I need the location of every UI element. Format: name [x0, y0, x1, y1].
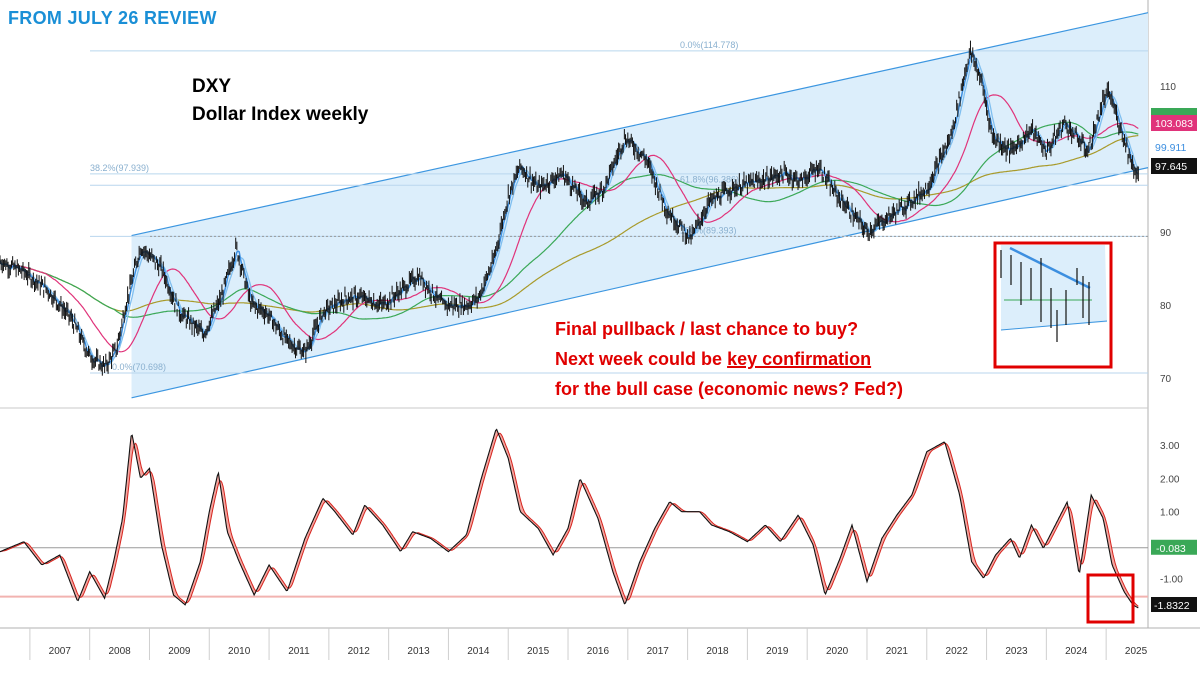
osc-reference-label-box — [1151, 539, 1197, 555]
ma-200-line — [0, 134, 1139, 313]
year-label: 2024 — [1065, 646, 1088, 657]
fib-label: 61.8%(96.386) — [680, 174, 739, 184]
channel-upper-line — [131, 12, 1149, 237]
fib-label: 100%(89.393) — [680, 225, 737, 235]
year-label: 2012 — [348, 646, 371, 657]
year-label: 2010 — [228, 646, 251, 657]
oscillator-labels: -0.083 -1.8322 — [1151, 539, 1197, 612]
fib-label: 38.2%(97.939) — [90, 163, 149, 173]
year-label: 2021 — [886, 646, 909, 657]
year-label: 2022 — [946, 646, 969, 657]
year-label: 2011 — [288, 646, 310, 657]
year-label: 2015 — [527, 646, 550, 657]
year-label: 2016 — [587, 646, 610, 657]
osc-main-line — [0, 428, 1139, 609]
year-label: 2017 — [647, 646, 670, 657]
fibonacci-lines: 0.0%(114.778) 38.2%(97.939) 61.8%(96.386) 1… — [90, 40, 1148, 374]
price-tick-label: 80 — [1160, 301, 1172, 312]
osc-signal-line — [0, 432, 1139, 607]
price-labels: 103.083 99.911 97.645 — [1151, 108, 1197, 174]
oscillator-lines — [0, 428, 1139, 609]
osc-current-label-box — [1151, 597, 1197, 612]
annotation-key-confirmation: key confirmation — [727, 349, 872, 369]
inset-highlight-box — [993, 241, 1113, 369]
year-label: 2019 — [766, 646, 789, 657]
annotation-line-2: Next week could be key confirmation — [555, 349, 871, 370]
price-bars — [0, 40, 1139, 376]
year-label: 2020 — [826, 646, 849, 657]
year-label: 2007 — [49, 646, 72, 657]
fib-label: 0.0%(114.778) — [680, 40, 738, 50]
price-tick-label: 110 — [1160, 82, 1176, 93]
annotation-line-2-prefix: Next week could be — [555, 349, 728, 369]
fib-label: 0.0%(70.698) — [112, 362, 166, 372]
osc-tick-label: -1.00 — [1160, 574, 1183, 585]
price-label: 97.645 — [1155, 161, 1187, 173]
osc-reference-label: -0.083 — [1156, 543, 1186, 555]
price-label: 103.083 — [1155, 118, 1193, 130]
year-label: 2014 — [467, 646, 490, 657]
inset-channel-fill — [1001, 245, 1107, 330]
year-axis: 2007 2008 2009 2010 2011 2012 2013 2014 2015 2016… — [29, 628, 1148, 660]
year-label: 2023 — [1005, 646, 1028, 657]
chart-subtitle: Dollar Index weekly — [192, 104, 369, 125]
osc-tick-label: 3.00 — [1160, 441, 1180, 452]
ma-green-marker — [1151, 108, 1197, 115]
year-label: 2013 — [407, 646, 430, 657]
annotation-line-3: for the bull case (economic news? Fed?) — [555, 379, 904, 399]
oscillator-axis: 3.00 2.00 1.00 -1.00 — [0, 441, 1183, 598]
year-label: 2025 — [1125, 646, 1148, 657]
osc-fill — [0, 429, 1139, 608]
price-tick-label: 90 — [1160, 228, 1172, 239]
price-label: 99.911 — [1155, 142, 1186, 154]
year-label: 2009 — [168, 646, 191, 657]
channel-lower-line — [131, 167, 1149, 399]
price-label-box — [1151, 115, 1197, 131]
year-label: 2018 — [706, 646, 729, 657]
price-axis-ticks: 70 80 90 110 — [1160, 82, 1176, 385]
oscillator-highlight-box — [1086, 573, 1135, 624]
osc-tick-label: 1.00 — [1160, 508, 1180, 519]
year-label: 2008 — [108, 646, 131, 657]
review-header: FROM JULY 26 REVIEW — [8, 8, 217, 28]
inset-chart — [1000, 245, 1108, 342]
annotation-line-1: Final pullback / last chance to buy? — [555, 319, 859, 339]
zoom-inset — [993, 241, 1113, 369]
osc-tick-label: 2.00 — [1160, 474, 1180, 485]
ma-100-line — [0, 121, 1139, 320]
price-label-box — [1151, 158, 1197, 174]
osc-current-label: -1.8322 — [1154, 600, 1190, 612]
price-tick-label: 70 — [1160, 374, 1172, 385]
chart-ticker: DXY — [192, 76, 232, 97]
